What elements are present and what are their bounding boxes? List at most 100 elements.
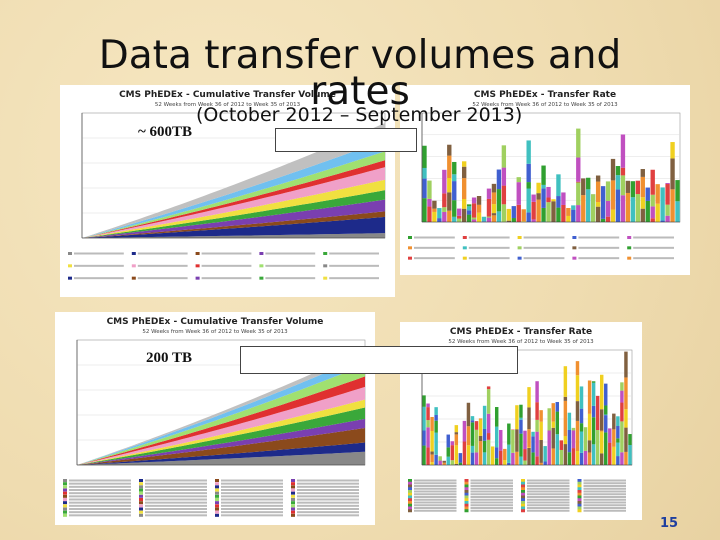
legend-text-placeholder	[145, 498, 207, 501]
bar-segment	[434, 420, 438, 433]
bar-segment	[474, 421, 479, 430]
legend-text-placeholder	[578, 236, 620, 239]
legend-text-placeholder	[201, 252, 252, 255]
bar-segment	[567, 412, 572, 430]
bar-segment	[430, 430, 434, 452]
bar-segment	[466, 402, 471, 427]
bar-segment	[437, 208, 442, 219]
bar-segment	[587, 452, 592, 465]
bar-segment	[491, 192, 497, 205]
bar-segment	[470, 416, 475, 421]
bar-segment	[476, 204, 482, 213]
bar-segment	[531, 436, 535, 453]
bar-segment	[559, 449, 564, 465]
bar-segment	[541, 184, 546, 189]
legend-swatch	[517, 256, 522, 260]
bar-segment	[670, 158, 675, 190]
bar-segment	[571, 448, 576, 465]
legend-text-placeholder	[470, 485, 513, 487]
legend-text-placeholder	[69, 498, 131, 501]
legend-swatch	[259, 252, 264, 255]
legend-swatch	[464, 498, 469, 502]
legend-text-placeholder	[69, 495, 131, 498]
bar-segment	[595, 181, 601, 203]
bar-segment	[422, 445, 426, 465]
legend-text-placeholder	[74, 264, 124, 267]
legend-swatch	[63, 501, 67, 505]
legend-swatch	[68, 276, 72, 280]
area-band	[77, 427, 365, 465]
bar-segment	[604, 414, 608, 416]
legend-text-placeholder	[527, 490, 570, 493]
legend-text-placeholder	[527, 509, 570, 512]
bar-segment	[579, 423, 584, 432]
bar-segment	[432, 211, 437, 222]
legend-text-placeholder	[470, 498, 513, 501]
legend-swatch	[139, 482, 143, 486]
bar-segment	[579, 431, 584, 453]
bar-segment	[624, 451, 628, 465]
legend-text-placeholder	[145, 485, 207, 488]
bar-segment	[427, 180, 432, 199]
legend-swatch	[63, 513, 67, 517]
bar-segment	[556, 196, 561, 208]
bar-segment	[551, 201, 556, 222]
legend-text-placeholder	[221, 495, 283, 498]
bar-segment	[590, 194, 596, 222]
bar-segment	[640, 197, 645, 209]
bar-segment	[640, 176, 645, 198]
bar-segment	[507, 444, 511, 463]
bar-segment	[616, 456, 620, 465]
legend-text-placeholder	[201, 277, 252, 280]
legend-text-placeholder	[69, 511, 131, 514]
bar-segment	[535, 431, 539, 457]
bar-segment	[427, 198, 432, 207]
bar-segment	[426, 403, 430, 408]
legend-swatch	[215, 501, 219, 505]
bar-segment	[486, 217, 492, 222]
legend-swatch	[63, 485, 67, 489]
legend-swatch	[259, 276, 264, 280]
bar-segment	[561, 204, 566, 222]
legend-swatch	[462, 246, 467, 250]
legend-text-placeholder	[470, 482, 513, 485]
bar-segment	[583, 427, 588, 451]
bar-segment	[438, 460, 442, 465]
bar-segment	[599, 409, 604, 431]
bar-segment	[521, 221, 526, 222]
legend-swatch	[577, 501, 582, 504]
bar-segment	[422, 395, 426, 407]
legend-swatch	[215, 498, 219, 501]
panel-subtitle: 52 Weeks from Week 36 of 2012 to Week 35…	[448, 339, 594, 345]
bar-segment	[442, 460, 446, 463]
legend-swatch	[215, 479, 219, 482]
legend-swatch	[259, 264, 264, 268]
bar-segment	[541, 188, 546, 208]
bar-segment	[519, 404, 523, 418]
legend-swatch	[462, 236, 467, 239]
legend-swatch	[464, 501, 469, 504]
bar-segment	[660, 187, 665, 221]
legend-text-placeholder	[221, 514, 283, 517]
legend-text-placeholder	[145, 508, 207, 510]
bar-segment	[581, 195, 586, 222]
bar-segment	[452, 181, 457, 201]
bar-segment	[576, 128, 581, 158]
bar-segment	[521, 209, 526, 222]
bar-segment	[665, 183, 670, 185]
legend-swatch	[627, 246, 632, 250]
legend-swatch	[291, 482, 295, 486]
legend-swatch	[215, 507, 219, 511]
legend-text-placeholder	[297, 508, 359, 510]
legend-swatch	[521, 503, 525, 507]
legend-text-placeholder	[265, 252, 316, 255]
bar-segment	[437, 218, 442, 222]
bar-segment	[434, 407, 438, 415]
bar-segment	[434, 414, 438, 421]
bar-segment	[556, 207, 561, 222]
bar-segment	[591, 382, 596, 406]
legend-swatch	[139, 488, 143, 492]
legend-text-placeholder	[201, 264, 252, 267]
panel-title: CMS PhEDEx - Cumulative Transfer Volume	[107, 317, 324, 327]
legend-text-placeholder	[414, 487, 457, 490]
